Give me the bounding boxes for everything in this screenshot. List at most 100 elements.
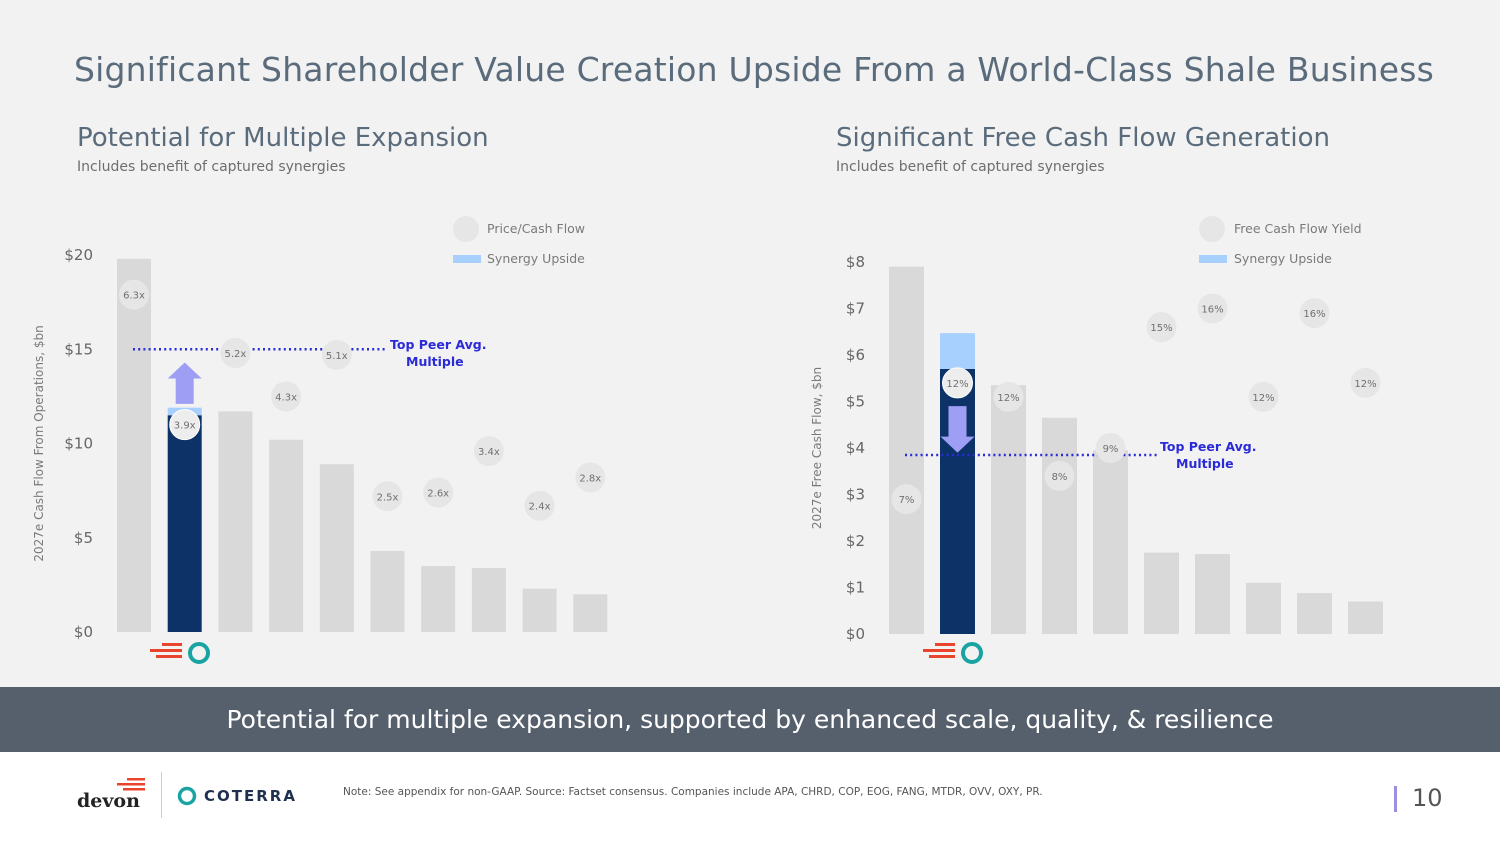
- right-legend: Free Cash Flow Yield Synergy Upside: [1199, 216, 1362, 266]
- left-chart-title: Potential for Multiple Expansion: [77, 123, 489, 153]
- peer-bar: [1297, 593, 1332, 634]
- devon-coterra-logo: [150, 642, 210, 664]
- devon-logo-text: devon: [77, 790, 140, 812]
- annotation-bubble: [321, 339, 352, 370]
- annotation-label: 12%: [997, 393, 1019, 404]
- y-tick-label: $3: [846, 486, 865, 504]
- arrow-down-icon: [940, 406, 975, 453]
- y-tick-label: $0: [846, 625, 865, 643]
- peer-line-label-2: Multiple: [1176, 456, 1234, 471]
- y-tick-label: $5: [74, 529, 93, 547]
- peer-bar: [269, 439, 304, 632]
- annotation-label: 2.5x: [377, 492, 399, 503]
- y-axis-label: 2027e Free Cash Flow, $bn: [810, 367, 824, 529]
- slide-title: Significant Shareholder Value Creation U…: [74, 50, 1434, 89]
- right-chart-title: Significant Free Cash Flow Generation: [836, 123, 1330, 153]
- annotation-bubble: [169, 409, 201, 441]
- highlight-bar: [167, 415, 202, 632]
- annotation-label: 5.1x: [326, 351, 348, 362]
- y-tick-label: $1: [846, 579, 865, 597]
- footer: [0, 752, 1500, 844]
- page-number-accent: [1394, 786, 1397, 812]
- multiple-expansion-chart: Price/Cash Flow Synergy Upside Top Peer …: [32, 216, 608, 664]
- legend-circle-label: Price/Cash Flow: [487, 221, 585, 236]
- devon-logo: devon: [77, 778, 145, 812]
- peer-bar: [1195, 554, 1230, 634]
- annotation-label: 6.3x: [123, 291, 145, 302]
- y-tick-label: $15: [64, 340, 93, 358]
- annotation-bubble: [1146, 312, 1177, 343]
- y-tick-label: $8: [846, 253, 865, 271]
- annotation-bubble: [993, 381, 1024, 412]
- annotation-label: 2.6x: [427, 489, 449, 500]
- peer-line-label-1: Top Peer Avg.: [390, 337, 486, 352]
- peer-bar: [319, 464, 354, 632]
- y-tick-label: $10: [64, 435, 93, 453]
- peer-bar: [1348, 601, 1383, 634]
- left-legend: Price/Cash Flow Synergy Upside: [453, 216, 585, 266]
- legend-synergy-swatch: [453, 255, 481, 263]
- annotation-label: 2.8x: [579, 473, 601, 484]
- annotation-label: 16%: [1201, 305, 1223, 316]
- coterra-logo-mark: [177, 786, 197, 806]
- devon-coterra-logo: [923, 642, 983, 664]
- annotation-label: 12%: [1354, 379, 1376, 390]
- annotation-bubble: [575, 462, 606, 493]
- logo-divider: [161, 772, 162, 818]
- free-cash-flow-chart: Free Cash Flow Yield Synergy Upside Top …: [810, 216, 1383, 664]
- annotation-bubble: [423, 477, 454, 508]
- peer-bar: [522, 588, 557, 632]
- annotation-bubble: [1248, 381, 1279, 412]
- annotation-bubble: [524, 490, 555, 521]
- y-tick-label: $7: [846, 300, 865, 318]
- left-chart-subtitle: Includes benefit of captured synergies: [77, 159, 346, 175]
- annotation-label: 4.3x: [275, 392, 297, 403]
- peer-bar: [471, 567, 506, 632]
- devon-logo-mark: [117, 778, 145, 791]
- peer-bar: [1093, 450, 1128, 634]
- legend-circle-swatch: [453, 216, 479, 242]
- annotation-bubble: [372, 481, 403, 512]
- annotation-bubble: [271, 381, 302, 412]
- annotation-bubble: [1044, 460, 1075, 491]
- annotation-label: 3.4x: [478, 447, 500, 458]
- peer-bar: [421, 566, 456, 632]
- footnote: Note: See appendix for non-GAAP. Source:…: [343, 786, 1043, 798]
- annotation-bubble: [119, 279, 149, 310]
- annotation-bubble: [891, 484, 922, 515]
- annotation-label: 12%: [1252, 393, 1274, 404]
- y-tick-label: $4: [846, 439, 865, 457]
- peer-line-label-2: Multiple: [406, 354, 464, 369]
- peer-bar: [573, 594, 608, 632]
- peer-bar: [991, 385, 1026, 634]
- legend-synergy-swatch: [1199, 255, 1227, 263]
- peer-bar: [218, 411, 253, 632]
- y-tick-label: $0: [74, 623, 93, 641]
- y-tick-label: $2: [846, 532, 865, 550]
- annotation-label: 2.4x: [529, 502, 551, 513]
- annotation-label: 8%: [1052, 472, 1068, 483]
- annotation-bubble: [1350, 367, 1381, 398]
- annotation-label: 15%: [1150, 323, 1172, 334]
- annotation-label: 9%: [1103, 444, 1119, 455]
- y-axis-label: 2027e Cash Flow From Operations, $bn: [32, 325, 46, 561]
- peer-line-label-1: Top Peer Avg.: [1160, 439, 1256, 454]
- annotation-label: 16%: [1303, 309, 1325, 320]
- annotation-bubble: [473, 436, 504, 467]
- banner-text: Potential for multiple expansion, suppor…: [226, 705, 1274, 734]
- peer-bar: [1042, 417, 1077, 634]
- annotation-bubble: [1299, 298, 1330, 329]
- annotation-bubble: [942, 367, 973, 399]
- page-number: 10: [1412, 784, 1443, 812]
- peer-bar: [1144, 552, 1179, 634]
- legend-circle-label: Free Cash Flow Yield: [1234, 221, 1362, 236]
- annotation-label: 3.9x: [174, 421, 196, 432]
- peer-bar: [117, 258, 151, 632]
- expansion-arrow-up-icon: [167, 362, 202, 404]
- peer-bar: [1246, 582, 1281, 634]
- coterra-logo: COTERRA: [204, 787, 297, 805]
- synergy-bar: [940, 333, 975, 369]
- key-message-banner: Potential for multiple expansion, suppor…: [0, 687, 1500, 752]
- annotation-bubble: [220, 338, 251, 369]
- annotation-bubble: [1095, 433, 1126, 463]
